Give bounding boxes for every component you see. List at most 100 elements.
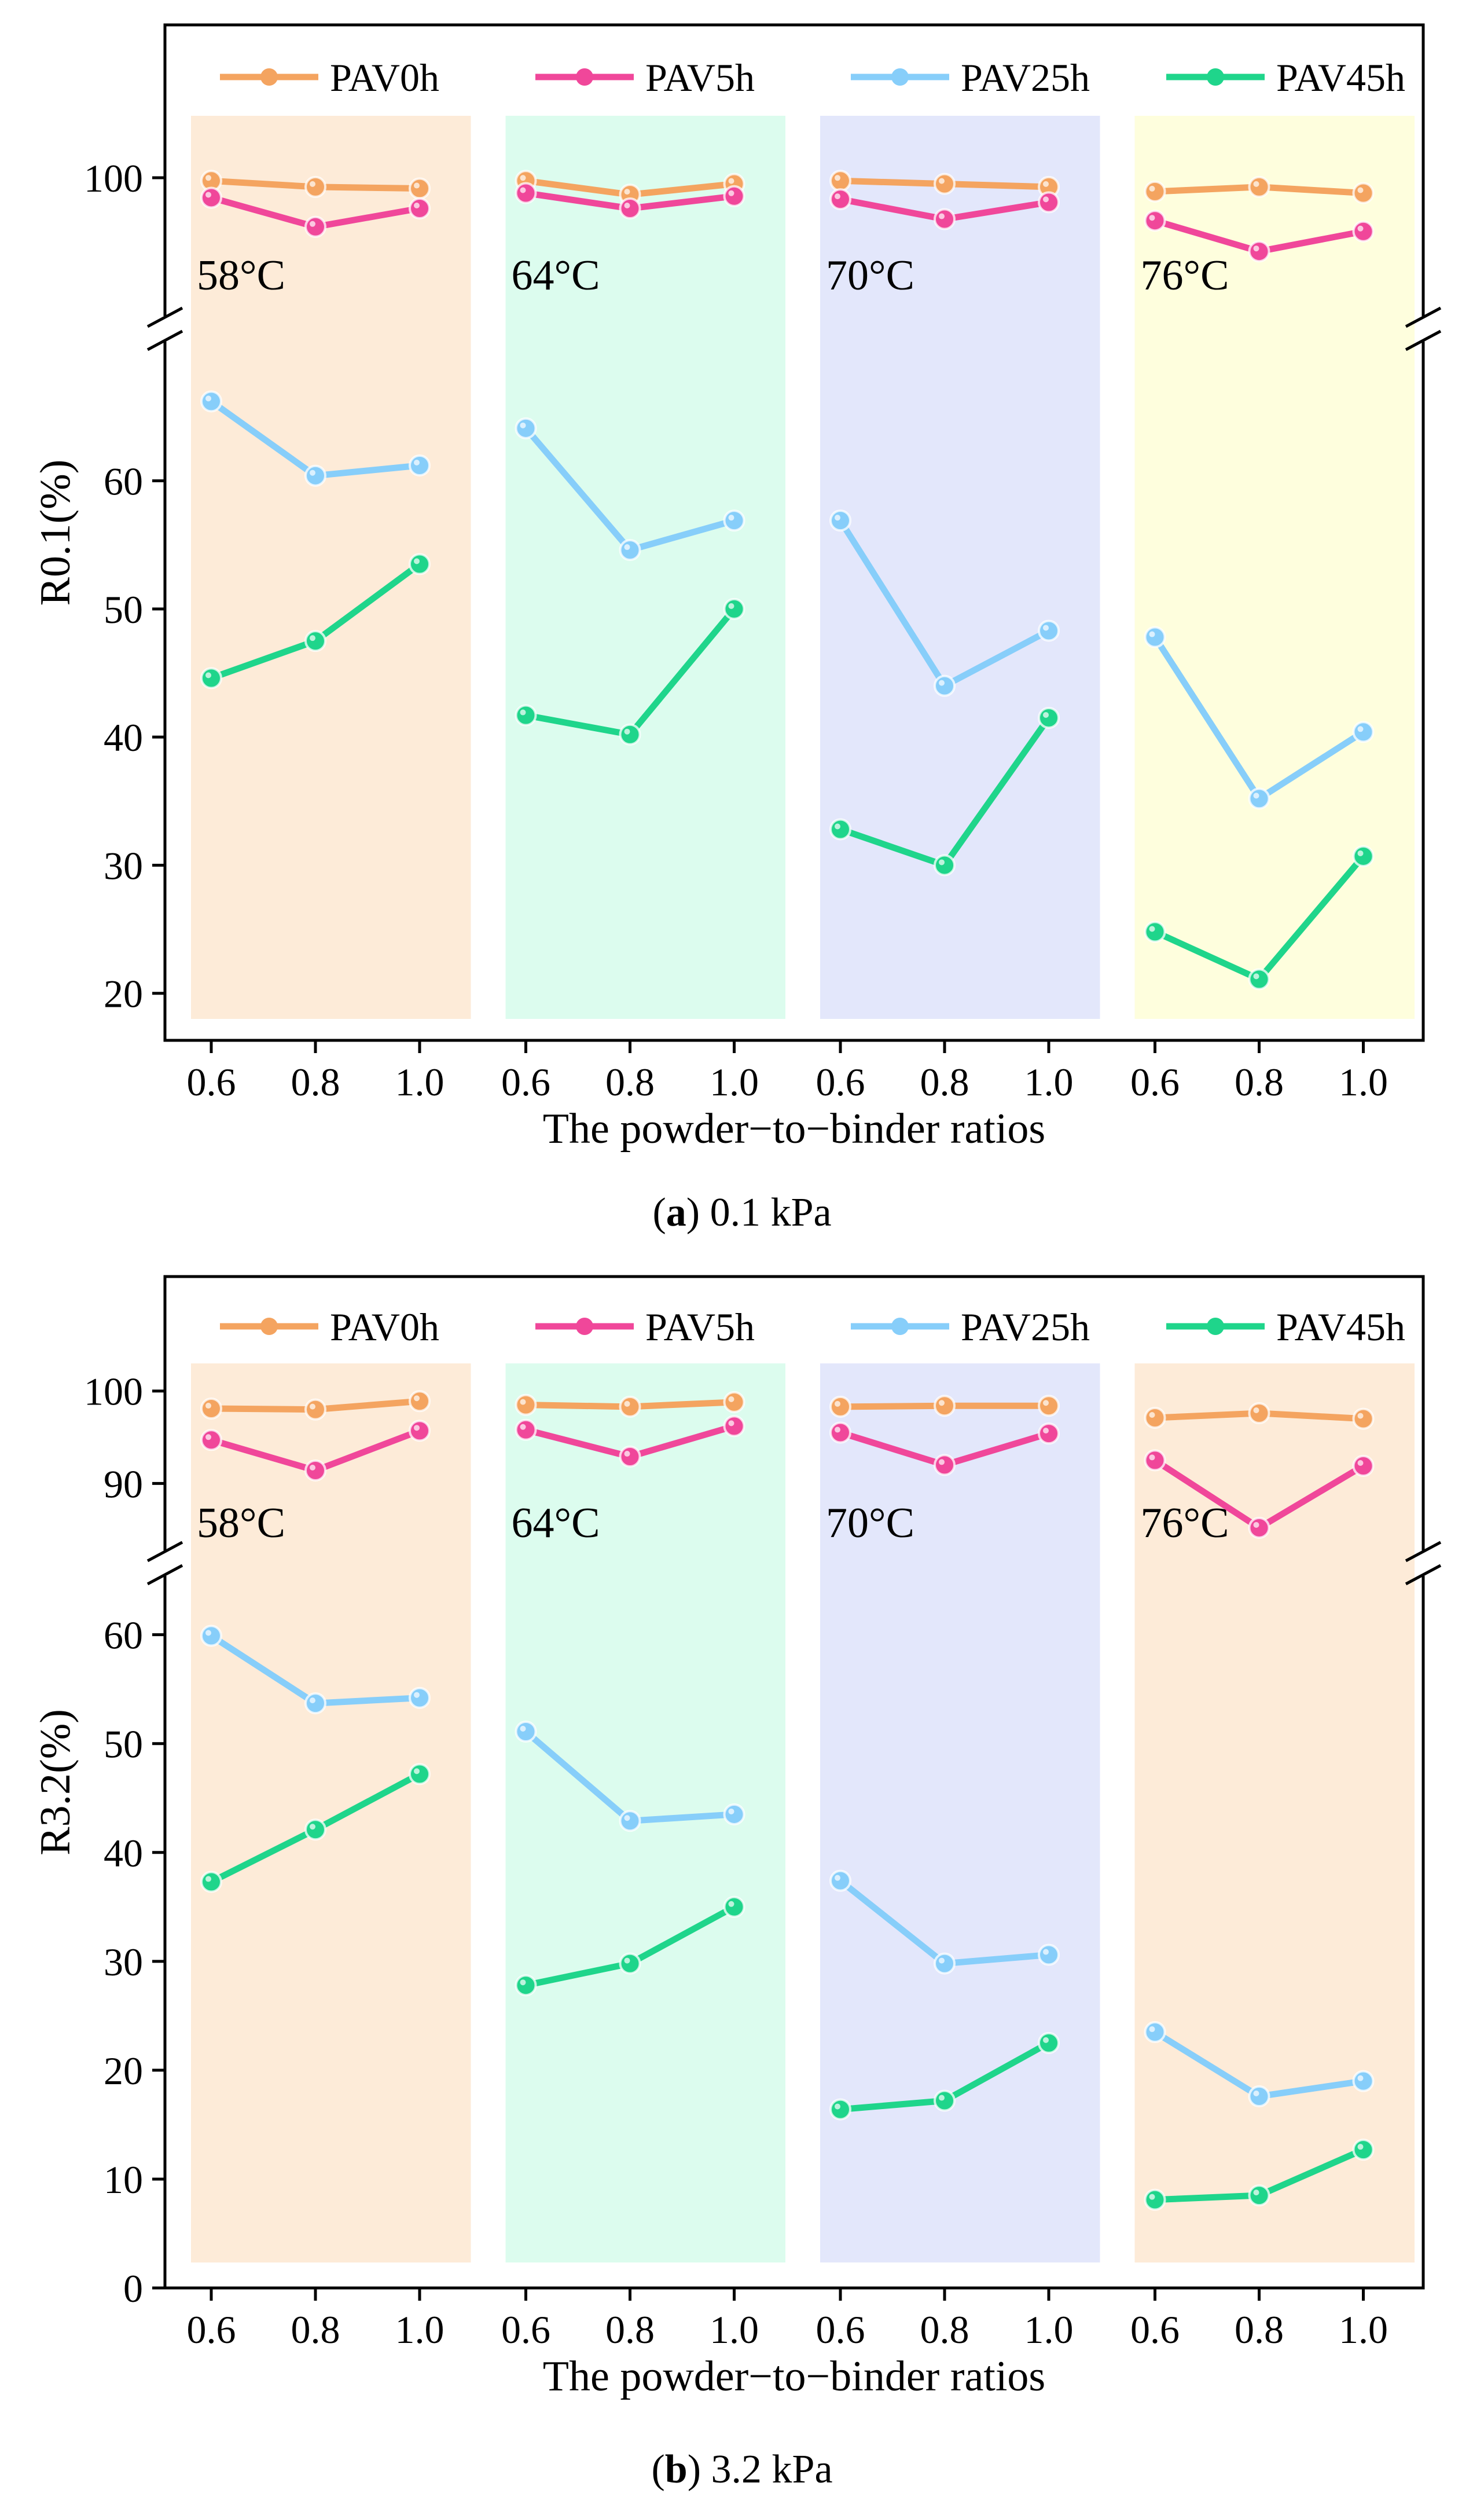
data-point-highlight — [1357, 2075, 1364, 2081]
legend-label-pav45h: PAV45h — [1276, 56, 1405, 100]
band-70deg-C — [820, 116, 1100, 1019]
x-tick-label: 1.0 — [1339, 1060, 1388, 1104]
y-tick-label: 100 — [84, 1370, 143, 1414]
x-axis-title: The powder−to−binder ratios — [543, 1105, 1045, 1153]
data-point-pav25h — [829, 509, 851, 532]
data-point-highlight — [624, 1451, 630, 1457]
data-point-highlight — [728, 1901, 734, 1907]
data-point-highlight — [1043, 2037, 1049, 2043]
data-point-highlight — [624, 1400, 630, 1407]
legend-marker-pav25h — [891, 68, 909, 86]
data-point-pav45h — [1144, 921, 1166, 943]
data-point-highlight — [205, 1630, 211, 1636]
data-point-pav25h — [1038, 619, 1060, 642]
data-point-highlight — [310, 221, 315, 227]
group-label-76deg-C: 76°C — [1141, 1499, 1229, 1547]
y-tick-label: 60 — [104, 1613, 143, 1657]
data-point-highlight — [310, 470, 315, 476]
data-point-highlight — [624, 203, 630, 208]
data-point-pav0h — [515, 1393, 537, 1416]
data-point-highlight — [728, 603, 734, 609]
y-tick-label: 30 — [104, 844, 143, 888]
data-point-pav5h — [515, 1418, 537, 1441]
group-label-70deg-C: 70°C — [826, 252, 914, 299]
data-point-pav25h — [1144, 2021, 1166, 2044]
data-point-pav5h — [1144, 210, 1166, 232]
data-point-pav45h — [1352, 845, 1375, 867]
data-point-pav5h — [934, 208, 956, 230]
data-point-highlight — [520, 175, 526, 181]
x-tick-label: 1.0 — [395, 1060, 445, 1104]
axis-break-mark — [146, 1541, 183, 1563]
data-point-pav45h — [200, 667, 222, 690]
data-point-highlight — [1253, 973, 1259, 980]
data-point-highlight — [520, 1424, 526, 1430]
axis-break-mark — [1405, 1541, 1442, 1563]
data-point-highlight — [205, 175, 211, 181]
data-point-highlight — [1149, 2194, 1155, 2200]
data-point-pav45h — [304, 1818, 326, 1841]
data-point-highlight — [624, 1815, 630, 1821]
x-tick-label: 1.0 — [1024, 2308, 1074, 2352]
data-point-pav0h — [1352, 1407, 1375, 1430]
x-tick-label: 0.8 — [291, 2308, 340, 2352]
data-point-pav5h — [1248, 1516, 1270, 1539]
data-point-pav0h — [829, 1395, 851, 1418]
x-tick-label: 1.0 — [710, 1060, 759, 1104]
data-point-pav25h — [515, 1721, 537, 1743]
data-point-pav45h — [515, 1974, 537, 1997]
data-point-pav0h — [200, 1398, 222, 1420]
data-point-highlight — [1253, 245, 1259, 252]
data-point-pav45h — [515, 704, 537, 727]
band-70deg-C — [820, 1363, 1100, 2262]
axis-break-mark — [1405, 329, 1442, 351]
data-point-highlight — [1149, 1454, 1155, 1461]
x-tick-label: 0.8 — [920, 2308, 969, 2352]
data-point-highlight — [1149, 185, 1155, 192]
data-point-pav45h — [200, 1871, 222, 1893]
data-point-pav0h — [1248, 175, 1270, 198]
x-tick-label: 0.6 — [501, 2308, 550, 2352]
data-point-pav45h — [1038, 706, 1060, 729]
data-point-highlight — [1149, 926, 1155, 932]
data-point-highlight — [414, 1395, 420, 1402]
x-tick-label: 1.0 — [710, 2308, 759, 2352]
data-point-pav0h — [934, 1395, 956, 1417]
chart-panel-b: 0 10 20 30 40 50 60 90 100 0.6 0.8 1.0 0.6 0.8 1.0 0.6 0… — [32, 1275, 1442, 2400]
data-point-pav25h — [619, 1810, 641, 1832]
data-point-highlight — [414, 558, 420, 564]
data-point-highlight — [1357, 225, 1364, 232]
data-point-highlight — [939, 1459, 945, 1465]
data-point-highlight — [310, 181, 315, 187]
data-point-pav5h — [409, 197, 431, 219]
data-point-highlight — [1149, 2026, 1155, 2033]
data-point-highlight — [1357, 2144, 1364, 2150]
data-point-highlight — [205, 1876, 211, 1882]
y-tick-label: 20 — [104, 2049, 143, 2093]
data-point-pav25h — [304, 1692, 326, 1715]
caption-b-text: 3.2 kPa — [711, 2447, 833, 2492]
data-point-pav5h — [619, 197, 641, 219]
data-point-pav0h — [1144, 180, 1166, 203]
data-point-highlight — [310, 1824, 315, 1830]
axis-break-mark — [1405, 1564, 1442, 1586]
data-point-highlight — [1043, 1428, 1049, 1434]
legend-marker-pav0h — [260, 68, 278, 86]
data-point-pav25h — [1352, 2070, 1375, 2092]
data-point-highlight — [835, 2103, 840, 2110]
data-point-highlight — [1043, 1400, 1049, 1406]
caption-b: (b) 3.2 kPa — [651, 2447, 833, 2492]
axis-break-mark — [1405, 306, 1442, 328]
data-point-pav5h — [200, 1429, 222, 1451]
data-point-pav45h — [1038, 2031, 1060, 2054]
data-point-pav0h — [1248, 1402, 1270, 1425]
data-point-pav0h — [409, 1390, 431, 1413]
data-point-highlight — [205, 1403, 211, 1409]
data-point-highlight — [939, 1957, 945, 1964]
data-point-pav0h — [1144, 1406, 1166, 1429]
axis-break-mark — [146, 329, 183, 351]
data-point-pav45h — [619, 723, 641, 746]
x-tick-label: 1.0 — [1024, 1060, 1074, 1104]
legend-marker-pav45h — [1207, 1318, 1224, 1335]
data-point-pav5h — [200, 186, 222, 209]
